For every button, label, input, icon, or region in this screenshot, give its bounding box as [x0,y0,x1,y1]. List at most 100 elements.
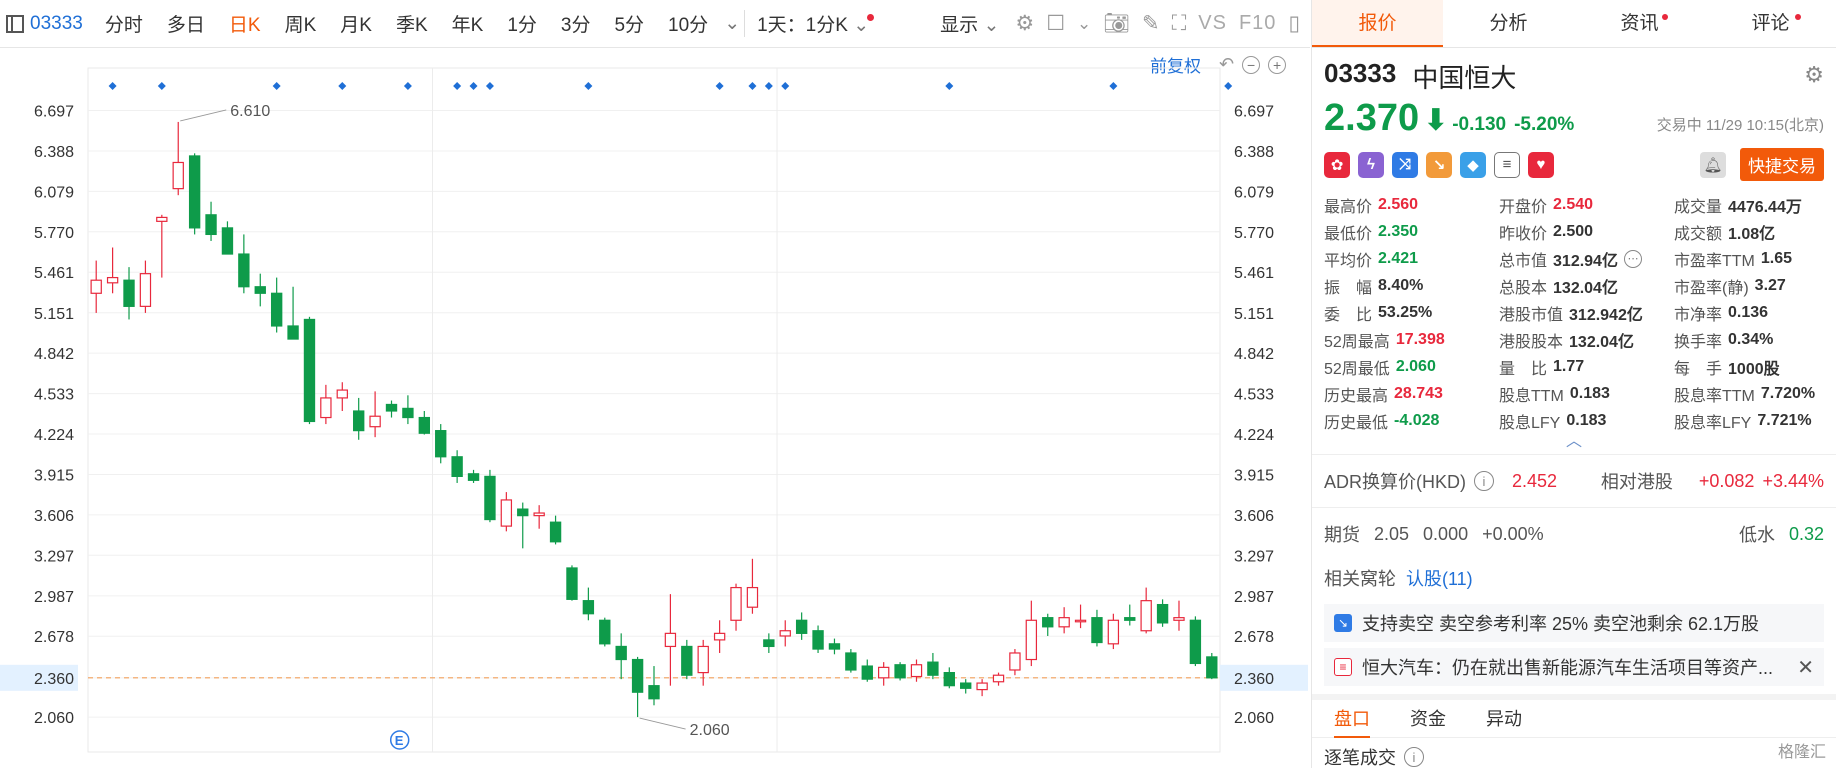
warrants-link[interactable]: 认股(11) [1406,569,1473,589]
camera-icon[interactable]: 📷︎ [1103,11,1130,35]
checkbox-icon[interactable]: ☐ [1046,12,1066,35]
stat-value: 7.721% [1757,411,1812,429]
y-tick-label-right: 5.770 [1234,225,1274,242]
chevron-up-icon[interactable]: ︿ [1565,433,1582,450]
candle-body [385,403,398,412]
tab-5min[interactable]: 5分 [614,15,645,36]
y-tick-label-left: 2.678 [34,629,74,646]
candle-body [943,671,955,687]
tab-1min[interactable]: 1分 [507,15,537,36]
more-periods-dropdown[interactable]: ⌄ [724,13,741,34]
lightning-icon[interactable]: ϟ [1358,151,1384,178]
watermark-logo: 格隆汇 [1777,744,1826,761]
stock-code: 03333 [1324,58,1397,88]
tab-quarter-k[interactable]: 季K [395,15,428,36]
candle-body [910,664,923,678]
draw-pencil-icon[interactable]: ✎ [1141,12,1160,35]
tab-yidong[interactable]: 异动 [1486,708,1522,729]
y-tick-label-left: 6.697 [34,104,74,121]
shuffle-icon[interactable]: ⤨ [1392,151,1418,178]
news-notice[interactable]: ≡ 恒大汽车：仍在就出售新能源汽车生活项目等资产... ✕ [1324,648,1824,686]
adr-rel-change: +0.082 [1698,470,1755,491]
bottom-tabs: 盘口 资金 异动 [1312,694,1836,738]
tab-month-k[interactable]: 月K [340,15,372,36]
stat-label: 成交量 [1674,198,1723,216]
y-tick-label-left: 4.533 [34,387,74,404]
news-doc-icon: ≡ [1334,658,1352,676]
stats-grid: 最高价 2.560 开盘价 2.540 成交量 4476.44万 最低价 2.350 昨收价 2.… [1312,189,1836,436]
tab-10min[interactable]: 10分 [668,15,709,36]
gear-icon[interactable]: ⚙ [1804,62,1824,87]
settings-icon[interactable]: ⚙ [1015,12,1035,35]
sidebar-toggle-icon[interactable]: ▯ [1288,12,1300,35]
event-e-badge-icon[interactable] [389,730,410,750]
tab-duori[interactable]: 多日 [166,15,205,36]
info-icon[interactable]: i [1474,471,1494,491]
close-icon[interactable]: ✕ [1797,656,1814,679]
panel-toggle-icon[interactable] [6,14,24,33]
tab-zijin[interactable]: 资金 [1410,708,1446,729]
stat-value: 2.060 [1395,357,1436,375]
zoom-out-icon[interactable]: − [1242,55,1261,74]
stat-value: 2.540 [1553,195,1594,213]
chart-panel: 03333 分时 多日 日K 周K 月K 季K 年K 1分 3分 5分 10分 … [0,10,1310,768]
futures-price: 2.05 [1374,523,1410,544]
candle-body [697,645,709,674]
tab-3min[interactable]: 3分 [560,15,591,36]
f10-button[interactable]: F10 [1238,12,1277,34]
candle-body [517,508,529,517]
stat-value: 2.421 [1378,249,1419,267]
vs-compare-button[interactable]: VS [1198,12,1227,34]
tab-comments[interactable]: 评论 [1705,0,1836,47]
stat-cell: 股息TTM 0.183 [1499,382,1674,405]
short-sell-notice[interactable]: ↘ 支持卖空 卖空参考利率 25% 卖空池剩余 62.1万股 [1324,604,1824,642]
adr-rel-pct: +3.44% [1762,470,1824,491]
undo-icon[interactable]: ↶ [1219,54,1235,74]
y-tick-label-right: 2.987 [1234,589,1274,606]
event-marker-icon [403,82,412,90]
tab-day-k[interactable]: 日K [228,15,261,36]
tab-news[interactable]: 资讯 [1574,0,1705,47]
fuquan-button[interactable]: 前复权 [1150,57,1201,76]
y-tick-label-left: 6.388 [34,144,74,161]
tab-quote[interactable]: 报价 [1312,0,1443,47]
candle-body [828,643,841,650]
min-pointer-line [639,717,686,730]
quick-trade-button[interactable]: 快捷交易 [1740,148,1824,181]
chevron-down-icon: ⌄ [853,15,870,36]
hk-flag-icon[interactable]: ✿ [1324,151,1350,178]
chevron-down-icon[interactable]: ⌄ [1077,13,1092,33]
tab-year-k[interactable]: 年K [451,15,484,36]
trading-status: 交易中 11/29 10:15(北京) [1656,117,1824,134]
chart-badge-icon: ↘ [1334,614,1352,632]
event-marker-icon [945,82,954,90]
info-icon[interactable]: i [1404,747,1424,767]
y-tick-label-left: 4.224 [34,427,74,444]
adr-rel-label: 相对港股 [1600,472,1673,492]
period-select[interactable]: 1天：1分K ⌄ [744,10,888,37]
tab-analysis[interactable]: 分析 [1443,0,1574,47]
display-dropdown[interactable]: 显示 ⌄ [936,10,1003,37]
y-tick-label-left: 4.842 [34,346,74,363]
tab-quote-label: 报价 [1358,13,1397,34]
document-icon[interactable]: ≡ [1494,151,1520,178]
candle-body [1091,617,1103,644]
candlestick-chart[interactable]: 6.697 6.697 6.388 6.388 6.079 6.079 5.770 5.770… [0,48,1310,768]
event-marker-icon [338,82,347,90]
warrants-row: 相关窝轮 认股(11) [1312,556,1836,600]
stat-value: 4476.44万 [1728,198,1802,216]
y-tick-label-right: 6.079 [1234,184,1274,201]
tab-fenshi[interactable]: 分时 [104,15,143,36]
trend-icon[interactable]: ↘ [1426,151,1452,178]
fullscreen-icon[interactable]: ⛶ [1171,11,1187,35]
candle-body [960,682,972,689]
tab-pankou[interactable]: 盘口 [1334,700,1370,738]
bell-icon[interactable]: 🔔︎ [1700,151,1726,178]
heart-icon[interactable]: ♥ [1528,151,1554,178]
more-icon[interactable]: ⋯ [1623,249,1642,268]
zoom-in-icon[interactable]: + [1268,55,1287,74]
tab-week-k[interactable]: 周K [284,15,317,36]
tag-icon[interactable]: ◆ [1460,151,1486,178]
candle-body [861,665,873,680]
y-tick-label-right: 6.388 [1234,144,1274,161]
